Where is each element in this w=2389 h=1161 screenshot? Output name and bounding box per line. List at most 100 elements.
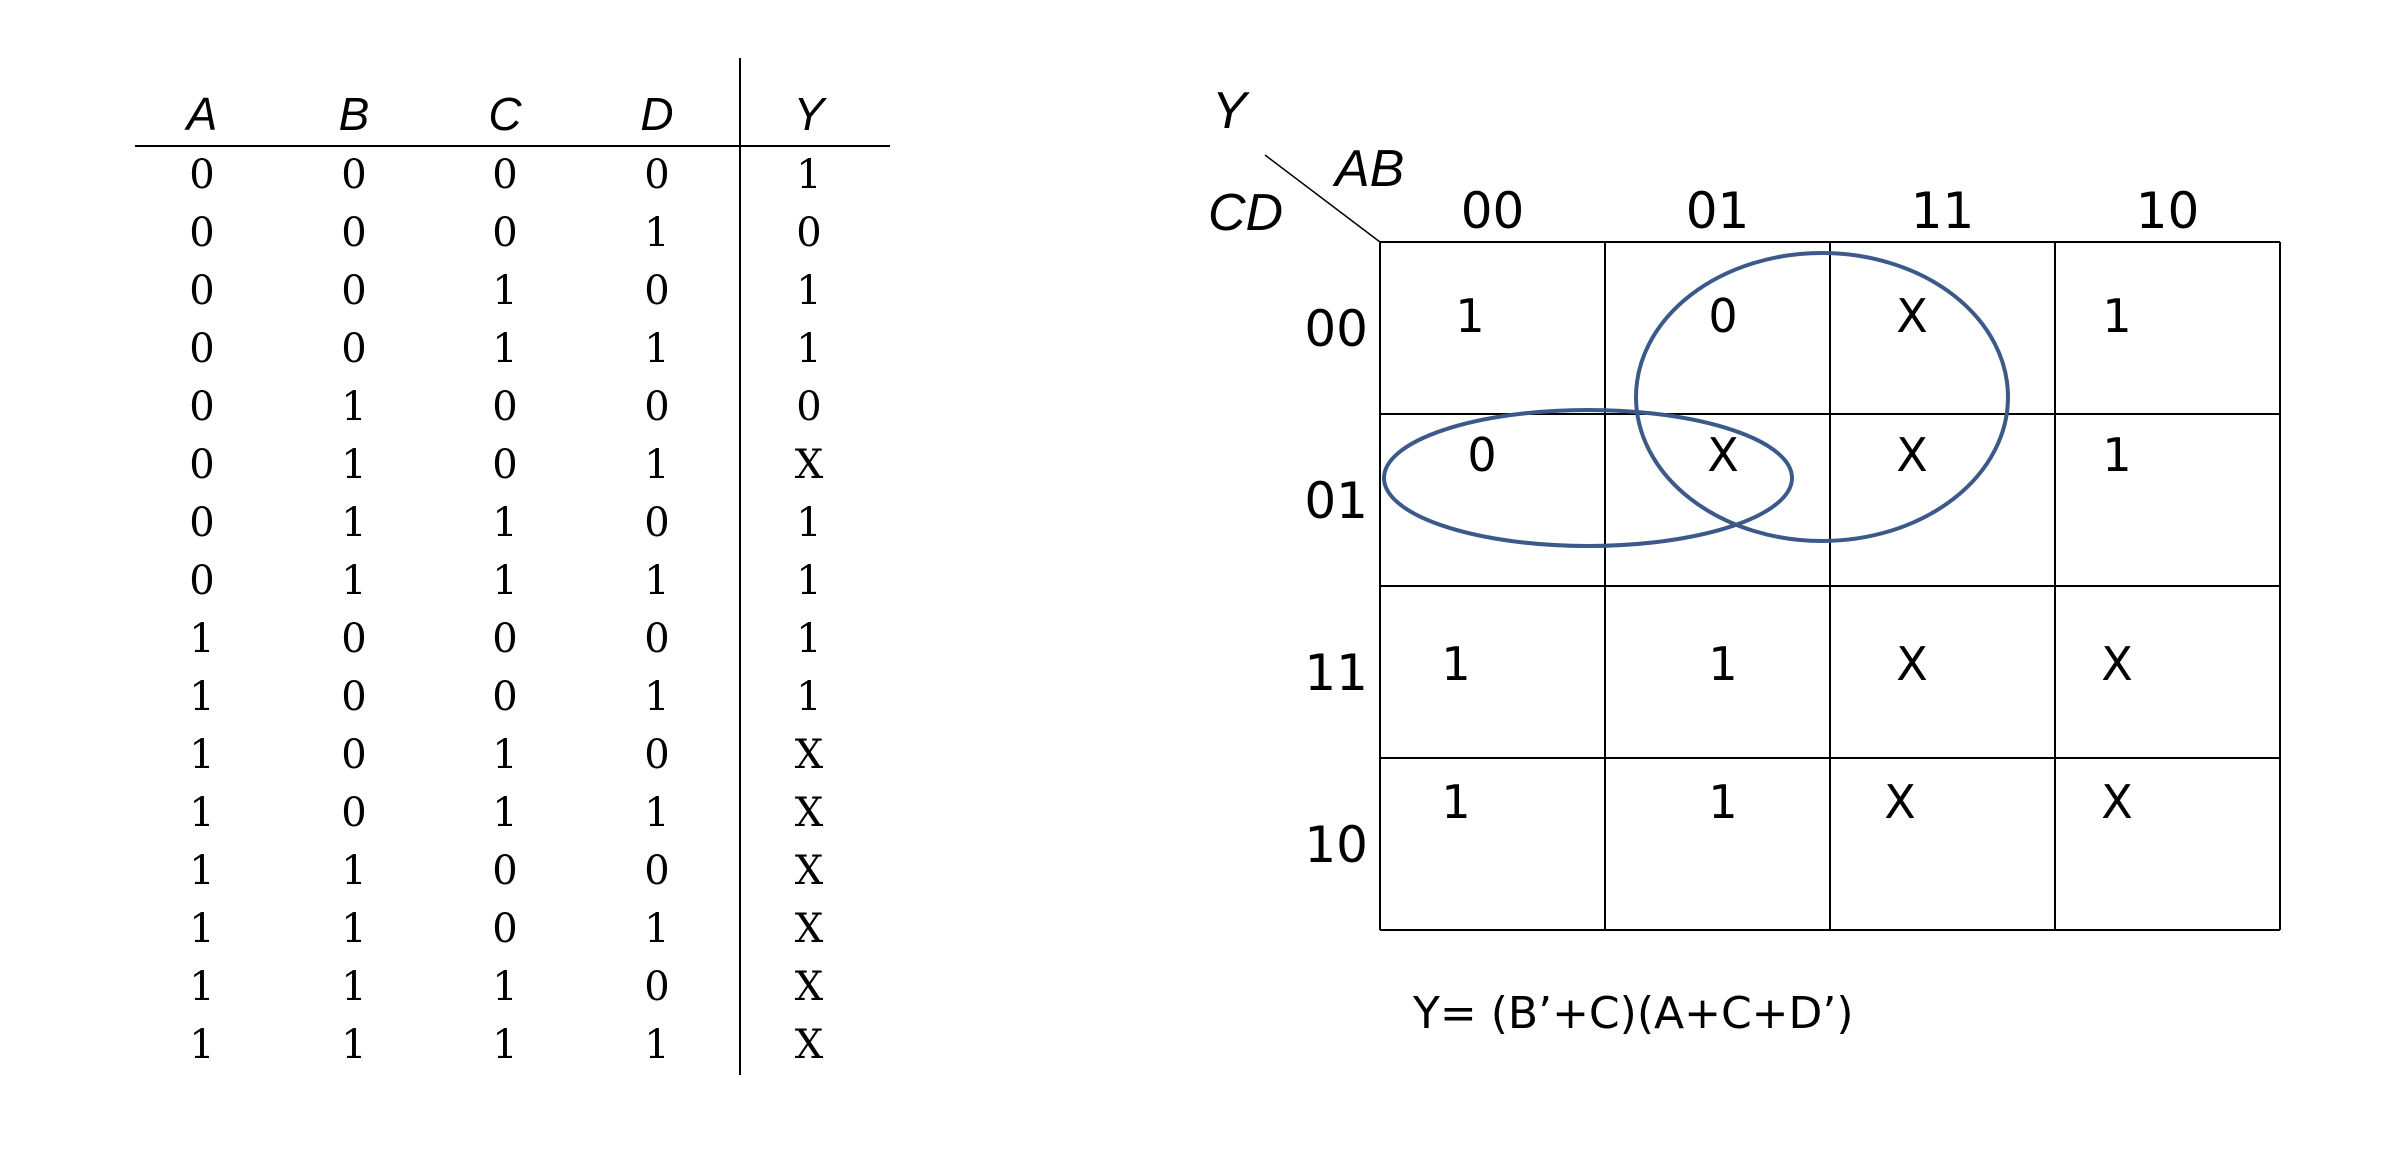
truth-table-header-b: B [339, 88, 370, 140]
truth-table-cell: 0 [189, 326, 214, 372]
kmap-cell-value: 1 [1441, 775, 1470, 829]
truth-table-cell: 1 [644, 1022, 669, 1068]
truth-table-cell: 0 [644, 964, 669, 1010]
truth-table-row: 1 1 0 1 X [189, 906, 823, 952]
truth-table-cell: 1 [189, 790, 214, 836]
truth-table-cell: 1 [492, 268, 517, 314]
kmap-cell-value: 1 [2102, 428, 2131, 482]
kmap-cell-value: 1 [1441, 637, 1470, 691]
kmap-cell-values: 1 0 X 1 0 X X 1 1 1 X X 1 1 X X [1441, 289, 2132, 829]
truth-table-cell: 1 [189, 674, 214, 720]
truth-table-cell: 1 [492, 964, 517, 1010]
truth-table-row: 0 1 0 1 X [189, 442, 823, 488]
kmap-cell-value: X [2101, 775, 2133, 829]
truth-table-cell: 1 [796, 674, 821, 720]
truth-table-cell: 0 [189, 152, 214, 198]
truth-table-cell: 0 [644, 848, 669, 894]
truth-table-row: 0 0 1 0 1 [189, 268, 821, 314]
truth-table-cell: 1 [189, 732, 214, 778]
truth-table-cell: 1 [796, 500, 821, 546]
truth-table-cell: 0 [492, 384, 517, 430]
truth-table-cell: X [795, 848, 824, 894]
truth-table-row: 0 1 1 0 1 [189, 500, 821, 546]
truth-table-cell: 1 [644, 674, 669, 720]
truth-table-row: 0 1 0 0 0 [189, 384, 821, 430]
truth-table-cell: X [795, 790, 824, 836]
truth-table-cell: X [795, 1022, 824, 1068]
truth-table-cell: 0 [189, 268, 214, 314]
kmap-row-variable: CD [1208, 184, 1283, 242]
truth-table-row: 1 0 1 0 X [189, 732, 823, 778]
kmap-column-label: 11 [1911, 182, 1975, 240]
truth-table-cell: 0 [492, 674, 517, 720]
truth-table-cell: 0 [341, 152, 366, 198]
kmap-cell-value: X [1896, 637, 1928, 691]
kmap-column-labels: 00 01 11 10 [1461, 182, 2200, 240]
truth-table-cell: 0 [492, 848, 517, 894]
truth-table-cell: 1 [341, 384, 366, 430]
truth-table-row: 1 0 0 1 1 [189, 674, 821, 720]
kmap-row-label: 01 [1304, 472, 1368, 530]
truth-table-cell: 1 [189, 964, 214, 1010]
truth-table-row: 1 0 0 0 1 [189, 616, 821, 662]
kmap-cell-value: 1 [1708, 775, 1737, 829]
kmap-cell-value: X [2101, 637, 2133, 691]
kmap-group-loop-center [1634, 251, 2010, 543]
truth-table-row: 0 0 0 0 1 [189, 152, 821, 198]
truth-table-cell: 1 [492, 500, 517, 546]
kmap-cell-value: 1 [2102, 289, 2131, 343]
truth-table-header-d: D [640, 88, 673, 140]
truth-table-cell: 0 [341, 268, 366, 314]
truth-table-cell: 1 [644, 442, 669, 488]
truth-table-cell: 0 [189, 500, 214, 546]
truth-table-cell: 0 [644, 152, 669, 198]
truth-table-cell: X [795, 964, 824, 1010]
kmap-column-label: 10 [2136, 182, 2200, 240]
truth-table-cell: X [795, 442, 824, 488]
truth-table-cell: 0 [644, 616, 669, 662]
truth-table-cell: 0 [341, 210, 366, 256]
truth-table-cell: 1 [341, 558, 366, 604]
truth-table-row: 0 1 1 1 1 [189, 558, 821, 604]
truth-table-cell: 1 [341, 964, 366, 1010]
kmap-expression: Y= (B’+C)(A+C+D’) [1412, 988, 1854, 1039]
truth-table-row: 0 0 1 1 1 [189, 326, 821, 372]
truth-table-cell: 1 [341, 500, 366, 546]
kmap-row-label: 00 [1304, 300, 1368, 358]
truth-table-cell: 0 [341, 732, 366, 778]
truth-table-cell: 0 [341, 616, 366, 662]
truth-table-cell: 1 [492, 732, 517, 778]
truth-table-cell: 0 [492, 906, 517, 952]
truth-table-row: 1 1 1 1 X [189, 1022, 823, 1068]
truth-table-cell: 1 [796, 268, 821, 314]
truth-table-cell: 1 [492, 790, 517, 836]
truth-table-cell: 0 [189, 210, 214, 256]
truth-table-cell: 1 [644, 326, 669, 372]
truth-table-cell: 1 [796, 326, 821, 372]
truth-table-cell: 1 [492, 1022, 517, 1068]
truth-table-cell: 1 [341, 848, 366, 894]
kmap-cell-value: 0 [1467, 428, 1496, 482]
truth-table-cell: 0 [189, 384, 214, 430]
truth-table-cell: 0 [341, 674, 366, 720]
truth-table-cell: 1 [796, 558, 821, 604]
kmap-column-label: 01 [1686, 182, 1750, 240]
kmap-row-label: 10 [1304, 816, 1368, 874]
kmap-grid [1379, 241, 2281, 931]
truth-table-row: 1 1 0 0 X [189, 848, 823, 894]
kmap-column-label: 00 [1461, 182, 1525, 240]
truth-table-cell: 1 [189, 848, 214, 894]
kmap-cell-value: X [1707, 428, 1739, 482]
truth-table-header-a: A [184, 88, 218, 140]
truth-table-rows: 0 0 0 0 10 0 0 1 00 0 1 0 10 0 1 1 10 1 0 0 00 1 0 1 X0 1 1 0 10 1 1 1 1… [189, 152, 823, 1068]
truth-table-cell: 1 [341, 1022, 366, 1068]
kmap-row-label: 11 [1304, 644, 1368, 702]
truth-table-row: 0 0 0 1 0 [189, 210, 821, 256]
kmap-cell-value: 1 [1455, 289, 1484, 343]
truth-table-row: 1 1 1 0 X [189, 964, 823, 1010]
truth-table-cell: 0 [492, 210, 517, 256]
kmap-row-labels: 00 01 11 10 [1304, 300, 1368, 874]
truth-table-cell: 0 [644, 500, 669, 546]
